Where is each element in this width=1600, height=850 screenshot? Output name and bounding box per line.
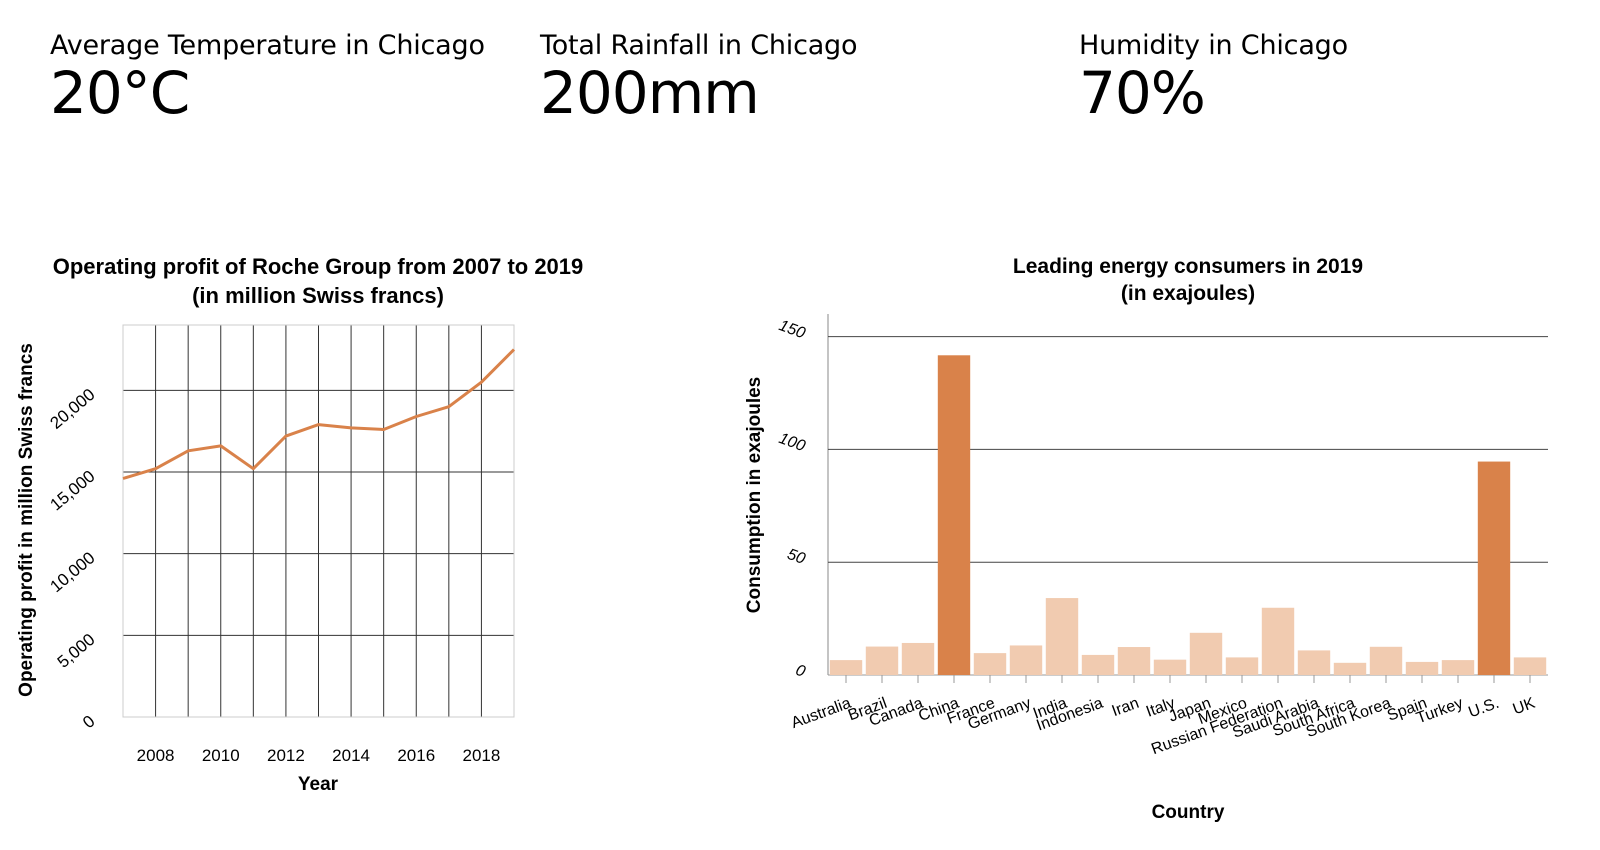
line-chart: Operating profit of Roche Group from 200…	[16, 254, 583, 795]
line-chart-y-tick-label: 5,000	[54, 630, 99, 672]
bar-chart: Leading energy consumers in 2019 (in exa…	[744, 255, 1548, 823]
bar	[1045, 598, 1079, 675]
bar	[1153, 659, 1187, 675]
bar	[1117, 647, 1151, 675]
bar-chart-grid	[827, 314, 1548, 676]
kpi-card-humidity: Humidity in Chicago 70%	[1079, 30, 1348, 127]
kpi-value: 200mm	[540, 59, 760, 127]
line-chart-x-ticks: 2008 2010 2012 2014 2016 2018	[137, 746, 501, 765]
kpi-card-rainfall: Total Rainfall in Chicago 200mm	[540, 30, 858, 127]
bar	[1009, 645, 1043, 675]
bar	[1477, 461, 1511, 675]
bar	[1333, 662, 1367, 675]
line-chart-x-tick-label: 2016	[397, 746, 435, 765]
bar	[1513, 657, 1547, 675]
bar-chart-x-tick-label: Australia	[789, 695, 853, 732]
line-chart-y-ticks: 0 5,000 10,000 15,000 20,000	[47, 385, 99, 732]
bar	[973, 653, 1007, 675]
line-chart-y-tick-label: 15,000	[47, 467, 99, 515]
line-chart-plot-frame	[122, 324, 515, 718]
bar-chart-y-ticks: 0 50 100 150	[777, 317, 808, 681]
bar-chart-y-tick-label: 50	[785, 546, 808, 568]
bar-chart-x-axis-label: Country	[1152, 802, 1225, 823]
bar-chart-subtitle: (in exajoules)	[1121, 282, 1255, 305]
bar	[865, 646, 899, 675]
kpi-label: Humidity in Chicago	[1079, 30, 1348, 61]
bar	[1189, 632, 1223, 675]
kpi-label: Average Temperature in Chicago	[50, 30, 485, 61]
bar	[1441, 660, 1475, 675]
bar-chart-y-tick-label: 150	[777, 317, 808, 342]
bar-chart-x-ticks: AustraliaBrazilCanadaChinaFranceGermanyI…	[789, 675, 1538, 758]
line-chart-x-tick-label: 2018	[463, 746, 501, 765]
bar	[901, 642, 935, 675]
bar	[1081, 654, 1115, 675]
bar-chart-x-tick-label: U.S.	[1466, 695, 1501, 722]
line-chart-y-tick-label: 0	[79, 712, 98, 733]
kpi-value: 20°C	[50, 59, 190, 127]
line-chart-series-line	[122, 348, 516, 480]
line-chart-y-tick-label: 10,000	[47, 548, 99, 596]
line-chart-x-tick-label: 2010	[202, 746, 240, 765]
bar-chart-y-axis-label: Consumption in exajoules	[744, 377, 765, 613]
kpi-label: Total Rainfall in Chicago	[540, 30, 858, 61]
line-chart-title: Operating profit of Roche Group from 200…	[53, 254, 584, 279]
bar	[1261, 607, 1295, 675]
bar-chart-y-tick-label: 0	[793, 662, 807, 681]
bar-chart-bars	[829, 355, 1547, 675]
bar-chart-x-tick-label: UK	[1511, 695, 1538, 719]
line-chart-x-tick-label: 2014	[332, 746, 370, 765]
bar	[1297, 650, 1331, 675]
bar	[829, 660, 863, 675]
line-chart-y-tick-label: 20,000	[47, 385, 99, 433]
bar	[1225, 657, 1259, 675]
bar-chart-title: Leading energy consumers in 2019	[1013, 255, 1363, 278]
bar	[937, 355, 971, 675]
line-chart-x-tick-label: 2012	[267, 746, 305, 765]
bar	[1405, 661, 1439, 675]
bar	[1369, 646, 1403, 675]
bar-chart-x-tick-label: Iran	[1110, 695, 1142, 720]
line-chart-x-axis-label: Year	[298, 774, 339, 795]
kpi-card-temperature: Average Temperature in Chicago 20°C	[50, 30, 485, 127]
line-chart-subtitle: (in million Swiss francs)	[192, 283, 444, 308]
line-chart-x-tick-label: 2008	[137, 746, 175, 765]
line-chart-y-axis-label: Operating profit in million Swiss francs	[16, 343, 37, 697]
kpi-value: 70%	[1079, 59, 1206, 127]
bar-chart-y-tick-label: 100	[777, 430, 808, 455]
line-chart-grid	[122, 325, 515, 718]
